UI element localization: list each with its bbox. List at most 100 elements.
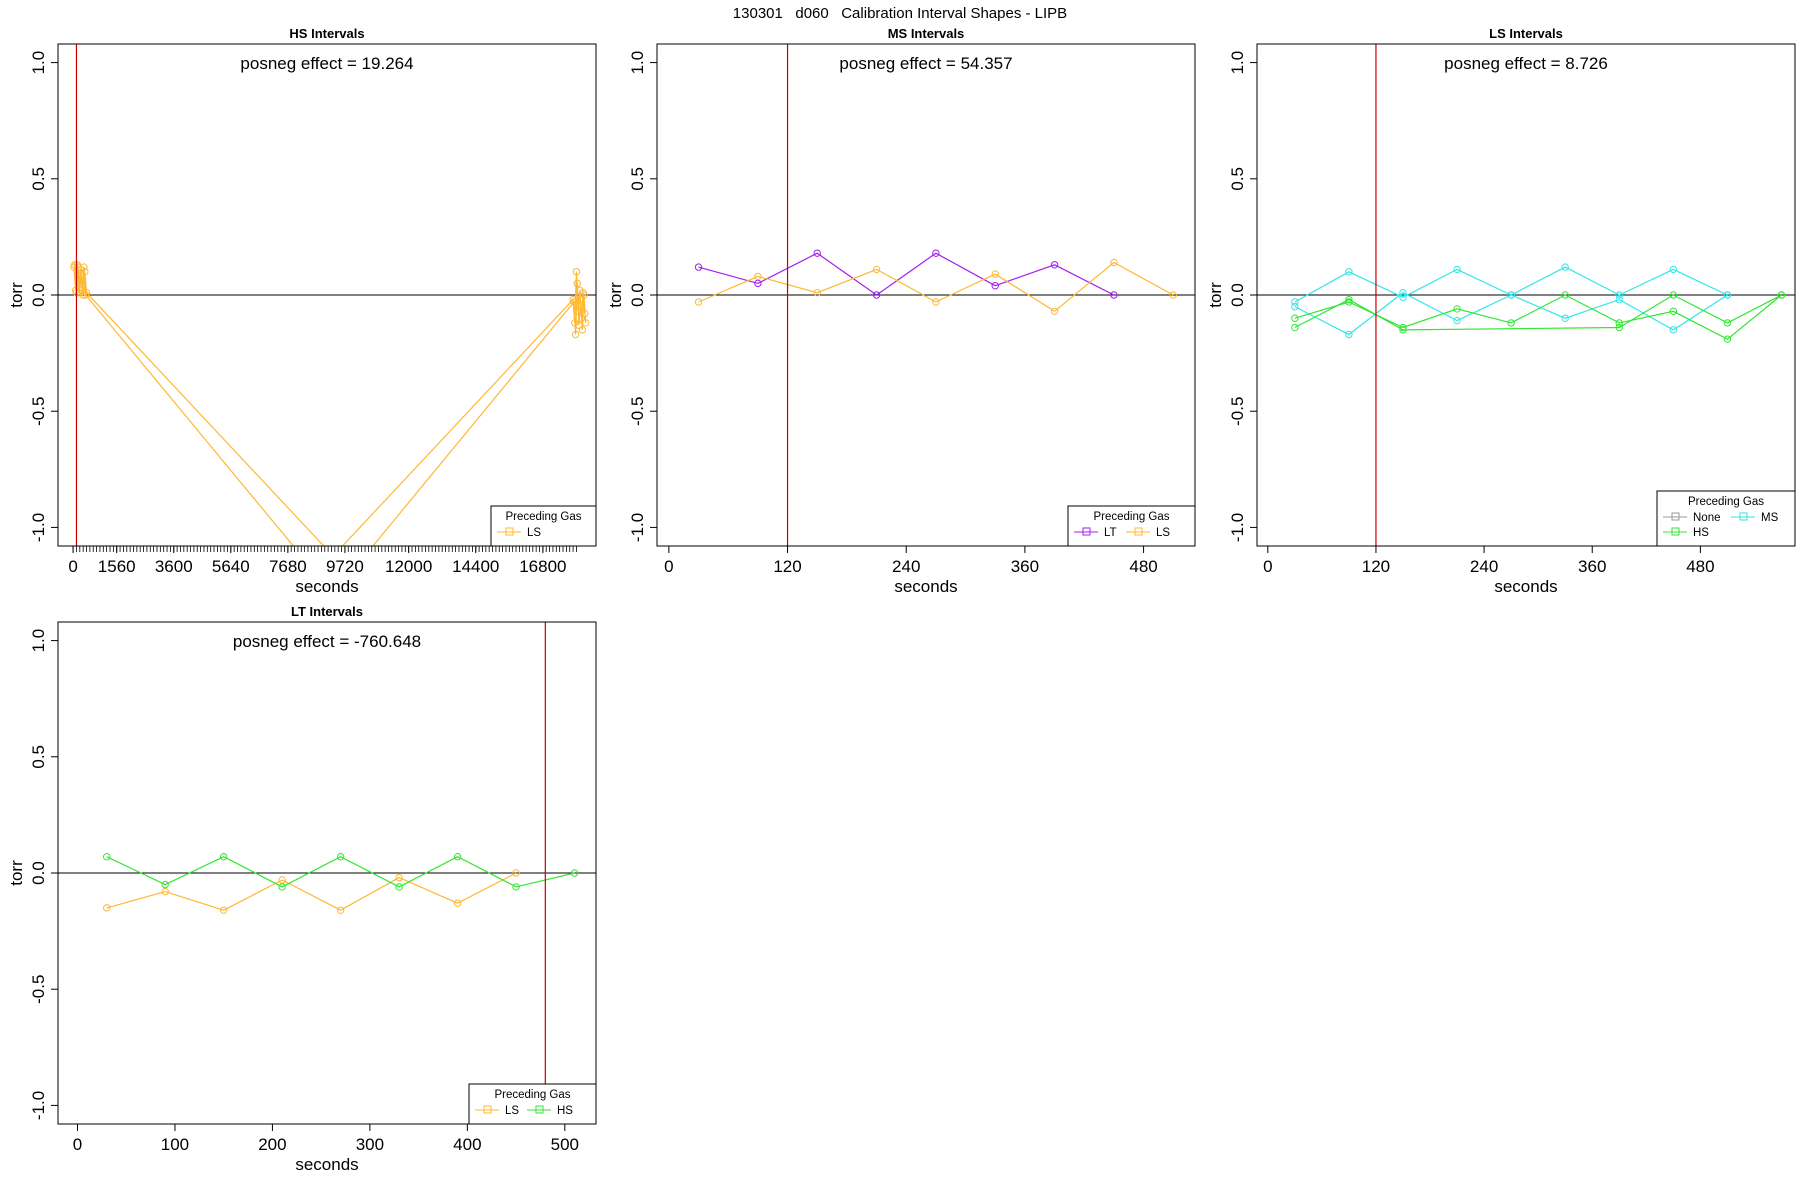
y-tick-label: -0.5 [1228,397,1247,426]
legend-title: Preceding Gas [1688,496,1764,508]
data-point [1507,291,1515,299]
x-tick-label: 3600 [155,557,193,576]
data-point [1050,261,1059,269]
legend-marker-swatch [1739,512,1748,521]
legend: Preceding Gas None MS HS [1656,490,1796,547]
legend-entry-hs: HS [1663,527,1709,539]
x-tick-label: 480 [1129,557,1157,576]
data-point [81,268,89,276]
data-point [581,319,590,327]
x-axis-label: seconds [295,1155,358,1174]
data-point [1777,291,1786,299]
series-line [1294,291,1728,336]
legend-entry-label: HS [557,1105,573,1117]
data-point [1723,291,1732,299]
legend-entry-ms: MS [1731,512,1779,524]
panel-title: HS Intervals [289,26,364,41]
panel-title: MS Intervals [888,26,965,41]
series-line [698,261,1174,313]
data-point [103,904,111,912]
y-tick-label: 0.0 [29,861,48,885]
data-point [572,268,581,276]
data-point [336,906,345,914]
legend-entry-hs: HS [527,1105,573,1117]
legend-entry-ls: LS [1126,527,1170,539]
x-tick-label: 0 [73,1135,82,1154]
legend-marker-swatch [505,527,514,536]
series-lt [694,249,1118,299]
data-point [1345,298,1353,306]
legend-marker-swatch [535,1105,544,1114]
data-point [1345,295,1353,304]
data-point [991,270,999,278]
data-point [1561,314,1569,322]
legend-marker-swatch [483,1105,492,1114]
x-tick-label: 16800 [519,557,566,576]
legend-entry-lt: LT [1074,527,1117,539]
y-axis-label: torr [7,860,26,886]
legend-title: Preceding Gas [1093,511,1169,523]
posneg-annotation: posneg effect = 54.357 [839,54,1012,73]
panel-ls-intervals: LS Intervals posneg effect = 8.726 0 120 240… [1206,26,1796,596]
data-point [754,272,762,281]
data-point [1169,291,1177,299]
data-point [1615,323,1623,332]
y-axis: -1.0 -0.5 0.0 0.5 1.0 torr [7,629,59,1120]
data-point [1561,291,1569,299]
x-tick-label: 9720 [326,557,364,576]
figure-title: 130301 d060 Calibration Interval Shapes … [733,5,1067,22]
data-point [813,288,821,297]
x-axis: 0 100 200 300 400 500 seconds [73,1123,579,1174]
y-tick-label: -1.0 [628,513,647,542]
data-point [219,853,228,861]
data-point [1615,295,1623,304]
data-point [813,249,821,257]
x-axis: 0 120 240 360 480 seconds [1263,545,1715,596]
data-point [932,298,940,306]
data-point [932,249,940,257]
data-point [161,880,169,889]
x-tick-label: 0 [68,557,77,576]
x-tick-label: 5640 [212,557,250,576]
y-tick-label: -1.0 [1228,513,1247,542]
y-tick-label: -0.5 [628,397,647,426]
y-axis: -1.0 -0.5 0.0 0.5 1.0 torr [606,51,658,542]
data-point [512,883,520,891]
data-point [1669,307,1678,315]
data-point [1399,288,1407,297]
data-point [1453,316,1461,325]
legend-entry-label: LS [527,527,541,539]
posneg-annotation: posneg effect = 19.264 [240,54,413,73]
data-point [1669,326,1678,334]
panel-title: LS Intervals [1489,26,1563,41]
panel-hs-intervals: HS Intervals posneg effect = 19.264 0 1560 3… [7,26,597,596]
x-tick-label: 120 [773,557,801,576]
y-tick-label: 0.5 [1228,167,1247,191]
series-ls [694,258,1177,315]
data-point [80,263,88,271]
legend-title: Preceding Gas [505,511,581,523]
series-line [1294,294,1782,331]
y-tick-label: -1.0 [29,513,48,542]
x-tick-label: 120 [1362,557,1390,576]
y-tick-label: -0.5 [29,397,48,426]
data-point [1399,293,1407,302]
y-tick-label: 1.0 [1228,51,1247,75]
x-tick-label: 480 [1686,557,1714,576]
data-point [1291,298,1299,306]
data-point [1399,326,1407,334]
data-point [278,883,286,891]
data-point [1345,268,1353,276]
data-point [1669,265,1678,274]
x-axis: 0 1560 3600 5640 7680 9720 12000 14400 16800 seco… [68,545,577,596]
data-point [1345,330,1353,339]
data-point [1399,323,1407,332]
data-point [1507,319,1515,327]
x-tick-label: 240 [1470,557,1498,576]
data-point [1723,319,1732,327]
y-tick-label: -1.0 [29,1091,48,1120]
data-point [74,263,82,271]
series-ms [1291,288,1732,339]
legend-marker-swatch [1671,527,1680,536]
